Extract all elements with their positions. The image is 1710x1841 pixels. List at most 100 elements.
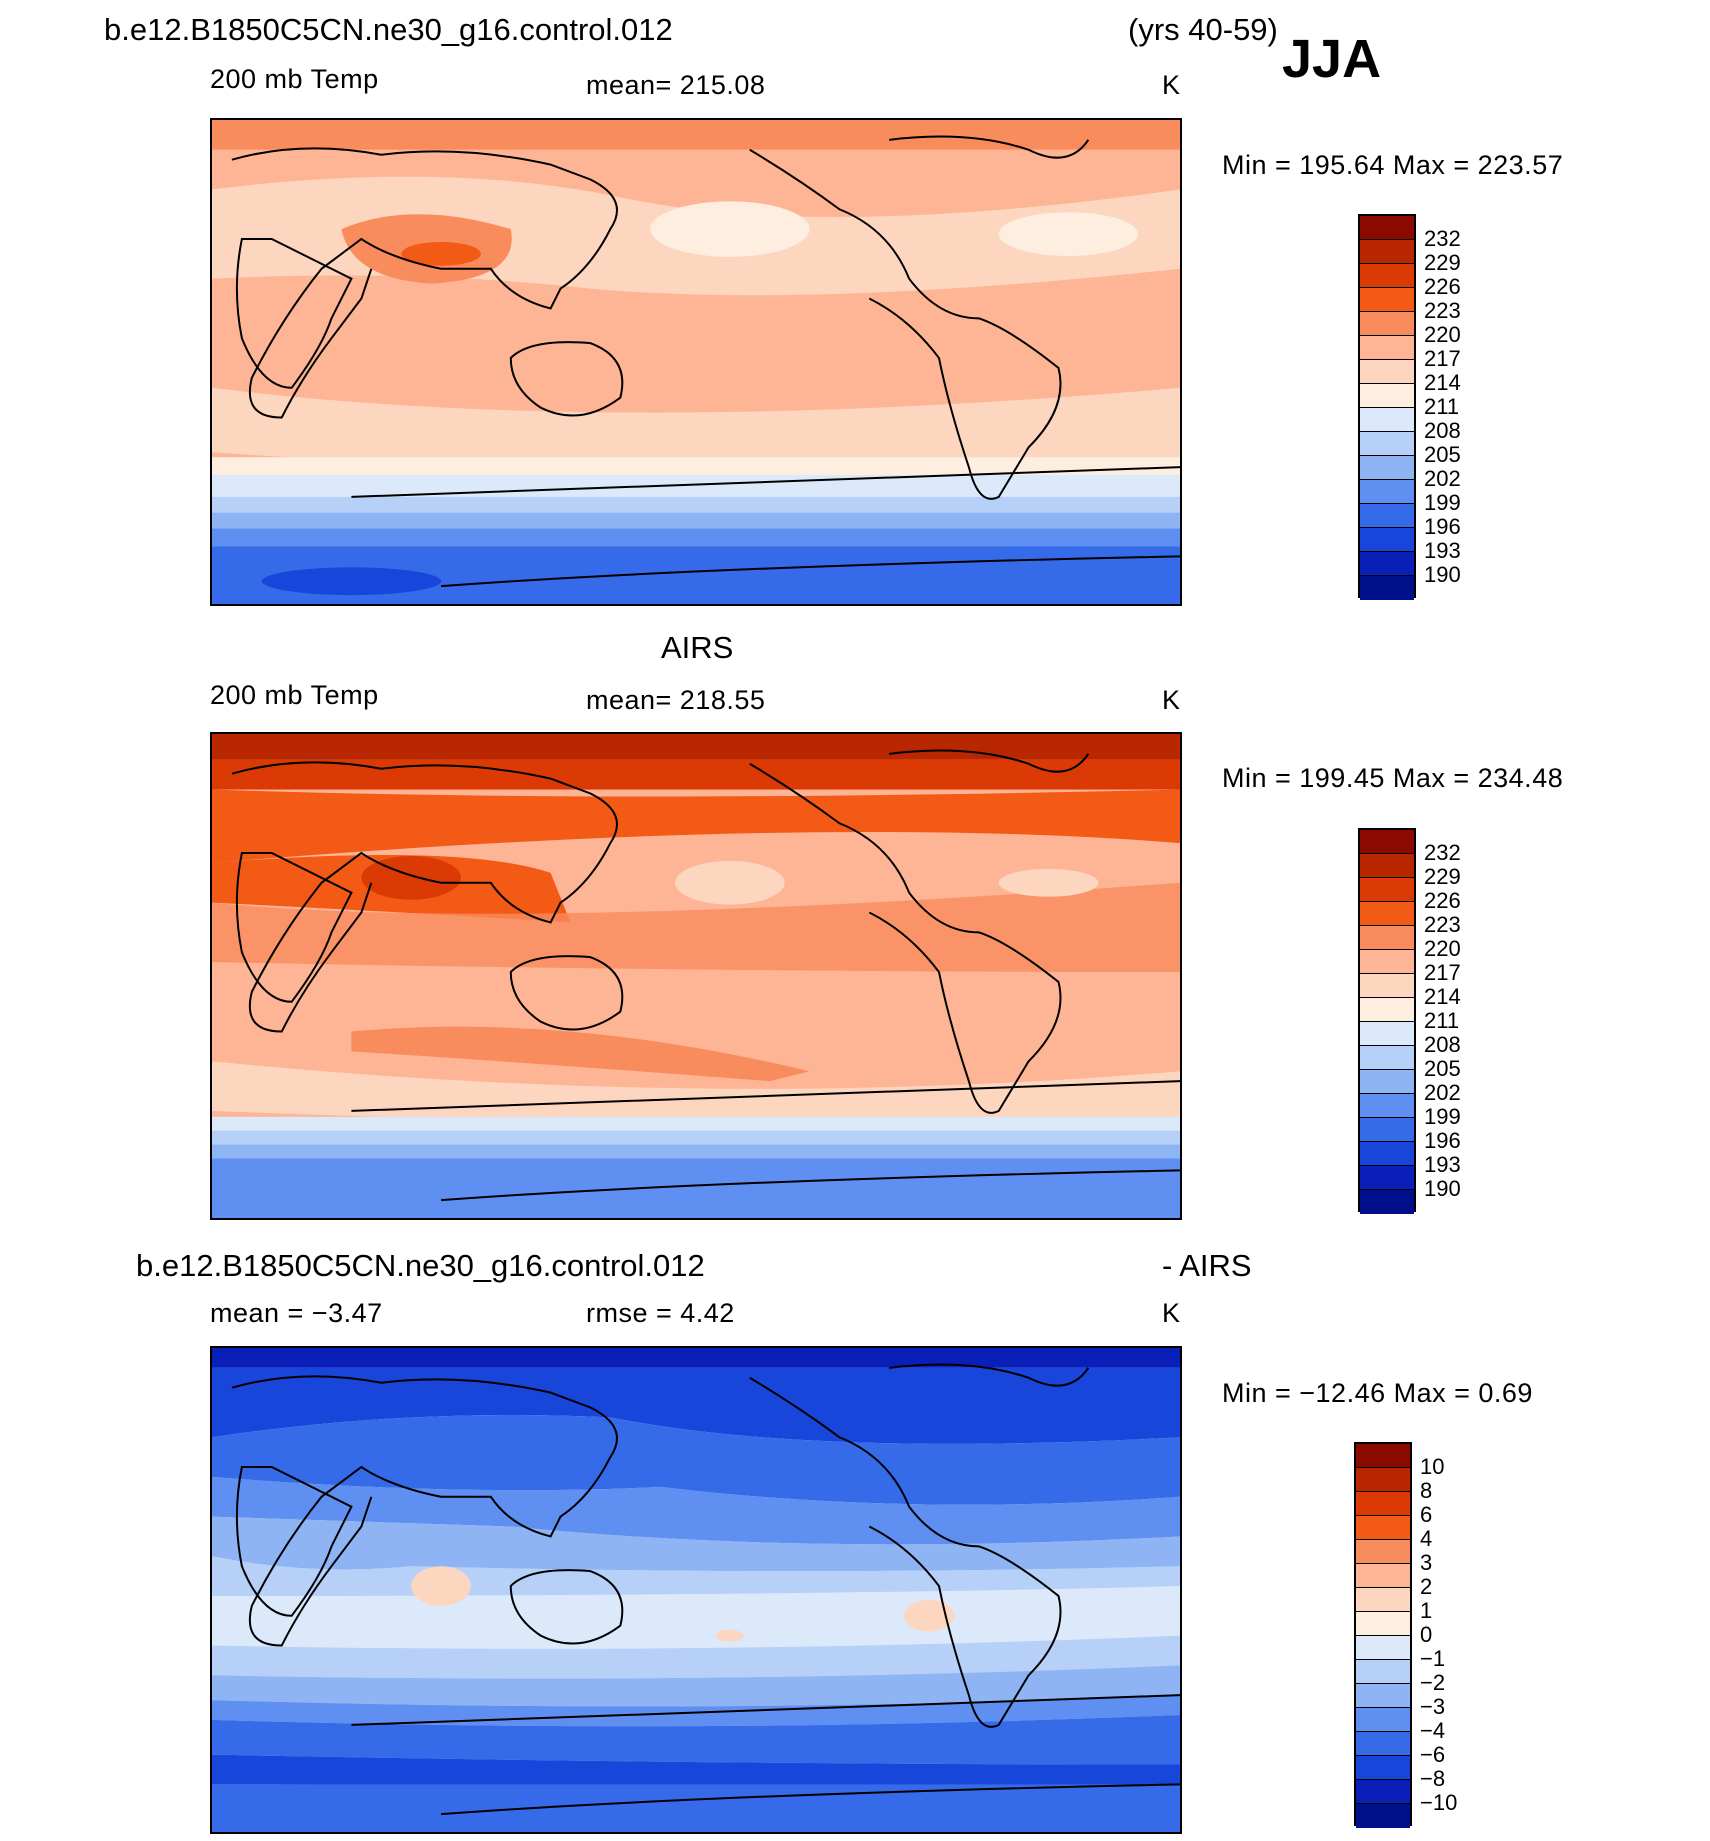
- colorbar-swatch: [1360, 432, 1414, 456]
- colorbar-swatch: [1360, 1166, 1414, 1190]
- colorbar-swatch: [1360, 1118, 1414, 1142]
- panel1-map-svg: [212, 120, 1180, 604]
- panel1-colorbar: [1358, 214, 1416, 600]
- panel2-minmax: Min = 199.45 Max = 234.48: [1222, 763, 1564, 793]
- years-label: (yrs 40-59): [1128, 12, 1278, 47]
- colorbar-tick-label: 190: [1424, 562, 1461, 587]
- colorbar-tick-label: 193: [1424, 538, 1461, 563]
- colorbar-swatch: [1356, 1780, 1410, 1804]
- colorbar-swatch: [1356, 1588, 1410, 1612]
- colorbar-tick-label: 2: [1420, 1574, 1433, 1599]
- colorbar-tick-label: 3: [1420, 1550, 1433, 1575]
- colorbar-swatch: [1356, 1660, 1410, 1684]
- colorbar-tick-label: 226: [1424, 888, 1461, 913]
- colorbar-tick-label: 190: [1424, 1176, 1461, 1201]
- colorbar-swatch: [1356, 1468, 1410, 1492]
- colorbar-swatch: [1360, 552, 1414, 576]
- colorbar-tick-label: 223: [1424, 912, 1461, 937]
- colorbar-tick-label: 229: [1424, 250, 1461, 275]
- panel3-mean: mean = −3.47: [210, 1298, 383, 1328]
- colorbar-tick-label: 202: [1424, 1080, 1461, 1105]
- panel2-colorbar: [1358, 828, 1416, 1214]
- panel3-map: [210, 1346, 1182, 1834]
- colorbar-tick-label: 8: [1420, 1478, 1433, 1503]
- colorbar-swatch: [1360, 926, 1414, 950]
- panel1-minmax: Min = 195.64 Max = 223.57: [1222, 150, 1564, 180]
- season-label: JJA: [1282, 29, 1382, 89]
- colorbar-tick-label: 205: [1424, 442, 1461, 467]
- panel2-title: AIRS: [661, 630, 734, 665]
- colorbar-swatch: [1360, 878, 1414, 902]
- colorbar-swatch: [1360, 950, 1414, 974]
- colorbar-swatch: [1360, 264, 1414, 288]
- colorbar-tick-label: 226: [1424, 274, 1461, 299]
- panel3-title-right: - AIRS: [1162, 1248, 1252, 1283]
- colorbar-swatch: [1360, 504, 1414, 528]
- colorbar-tick-label: 220: [1424, 322, 1461, 347]
- colorbar-swatch: [1360, 360, 1414, 384]
- colorbar-tick-label: 232: [1424, 226, 1461, 251]
- colorbar-tick-label: 208: [1424, 418, 1461, 443]
- panel2-variable: 200 mb Temp: [210, 680, 379, 710]
- colorbar-tick-label: 214: [1424, 370, 1461, 395]
- colorbar-tick-label: 217: [1424, 346, 1461, 371]
- colorbar-swatch: [1360, 240, 1414, 264]
- panel2-map-svg: [212, 734, 1180, 1218]
- panel2-map: [210, 732, 1182, 1220]
- panel3-minmax: Min = −12.46 Max = 0.69: [1222, 1378, 1533, 1408]
- colorbar-swatch: [1356, 1540, 1410, 1564]
- colorbar-swatch: [1360, 216, 1414, 240]
- colorbar-swatch: [1360, 408, 1414, 432]
- panel1-map: [210, 118, 1182, 606]
- panel1-variable: 200 mb Temp: [210, 64, 379, 94]
- panel3-title-left: b.e12.B1850C5CN.ne30_g16.control.012: [136, 1248, 705, 1283]
- colorbar-swatch: [1360, 1070, 1414, 1094]
- colorbar-swatch: [1360, 1142, 1414, 1166]
- colorbar-swatch: [1360, 974, 1414, 998]
- colorbar-tick-label: −3: [1420, 1694, 1446, 1719]
- colorbar-tick-label: 205: [1424, 1056, 1461, 1081]
- colorbar-tick-label: 223: [1424, 298, 1461, 323]
- colorbar-tick-label: −1: [1420, 1646, 1446, 1671]
- colorbar-tick-label: 229: [1424, 864, 1461, 889]
- colorbar-swatch: [1360, 528, 1414, 552]
- colorbar-tick-label: 196: [1424, 1128, 1461, 1153]
- colorbar-swatch: [1360, 1022, 1414, 1046]
- colorbar-swatch: [1356, 1756, 1410, 1780]
- colorbar-tick-label: 217: [1424, 960, 1461, 985]
- colorbar-tick-label: 199: [1424, 1104, 1461, 1129]
- colorbar-swatch: [1360, 312, 1414, 336]
- colorbar-swatch: [1360, 854, 1414, 878]
- panel2-units: K: [1162, 685, 1181, 715]
- colorbar-tick-label: 208: [1424, 1032, 1461, 1057]
- colorbar-swatch: [1356, 1612, 1410, 1636]
- colorbar-swatch: [1356, 1732, 1410, 1756]
- colorbar-swatch: [1360, 1094, 1414, 1118]
- colorbar-swatch: [1356, 1564, 1410, 1588]
- colorbar-tick-label: 202: [1424, 466, 1461, 491]
- colorbar-tick-label: 214: [1424, 984, 1461, 1009]
- colorbar-swatch: [1356, 1444, 1410, 1468]
- colorbar-tick-label: −2: [1420, 1670, 1446, 1695]
- colorbar-tick-label: 211: [1424, 394, 1460, 419]
- colorbar-tick-label: 211: [1424, 1008, 1460, 1033]
- colorbar-swatch: [1356, 1636, 1410, 1660]
- case-title: b.e12.B1850C5CN.ne30_g16.control.012: [104, 12, 673, 47]
- colorbar-tick-label: −8: [1420, 1766, 1446, 1791]
- colorbar-swatch: [1360, 1190, 1414, 1214]
- colorbar-tick-label: 193: [1424, 1152, 1461, 1177]
- panel3-map-svg: [212, 1348, 1180, 1832]
- colorbar-swatch: [1356, 1684, 1410, 1708]
- colorbar-swatch: [1360, 830, 1414, 854]
- colorbar-swatch: [1360, 576, 1414, 600]
- colorbar-swatch: [1360, 456, 1414, 480]
- colorbar-swatch: [1356, 1804, 1410, 1828]
- colorbar-tick-label: 220: [1424, 936, 1461, 961]
- panel2-mean: mean= 218.55: [586, 685, 766, 715]
- colorbar-swatch: [1360, 288, 1414, 312]
- colorbar-tick-label: 6: [1420, 1502, 1433, 1527]
- colorbar-swatch: [1360, 480, 1414, 504]
- colorbar-swatch: [1356, 1516, 1410, 1540]
- colorbar-swatch: [1360, 384, 1414, 408]
- panel1-mean: mean= 215.08: [586, 70, 766, 100]
